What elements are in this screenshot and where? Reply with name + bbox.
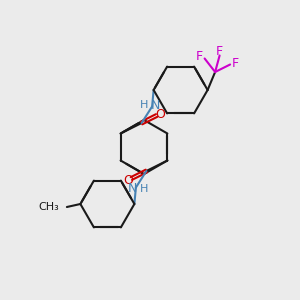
Text: H: H xyxy=(140,184,148,194)
Text: H: H xyxy=(140,100,148,110)
Text: O: O xyxy=(155,107,165,121)
Text: F: F xyxy=(232,56,239,70)
Text: F: F xyxy=(216,44,223,58)
Text: N: N xyxy=(150,98,160,112)
Text: N: N xyxy=(128,182,138,196)
Text: O: O xyxy=(123,173,133,187)
Text: F: F xyxy=(196,50,203,64)
Text: CH₃: CH₃ xyxy=(39,202,59,212)
